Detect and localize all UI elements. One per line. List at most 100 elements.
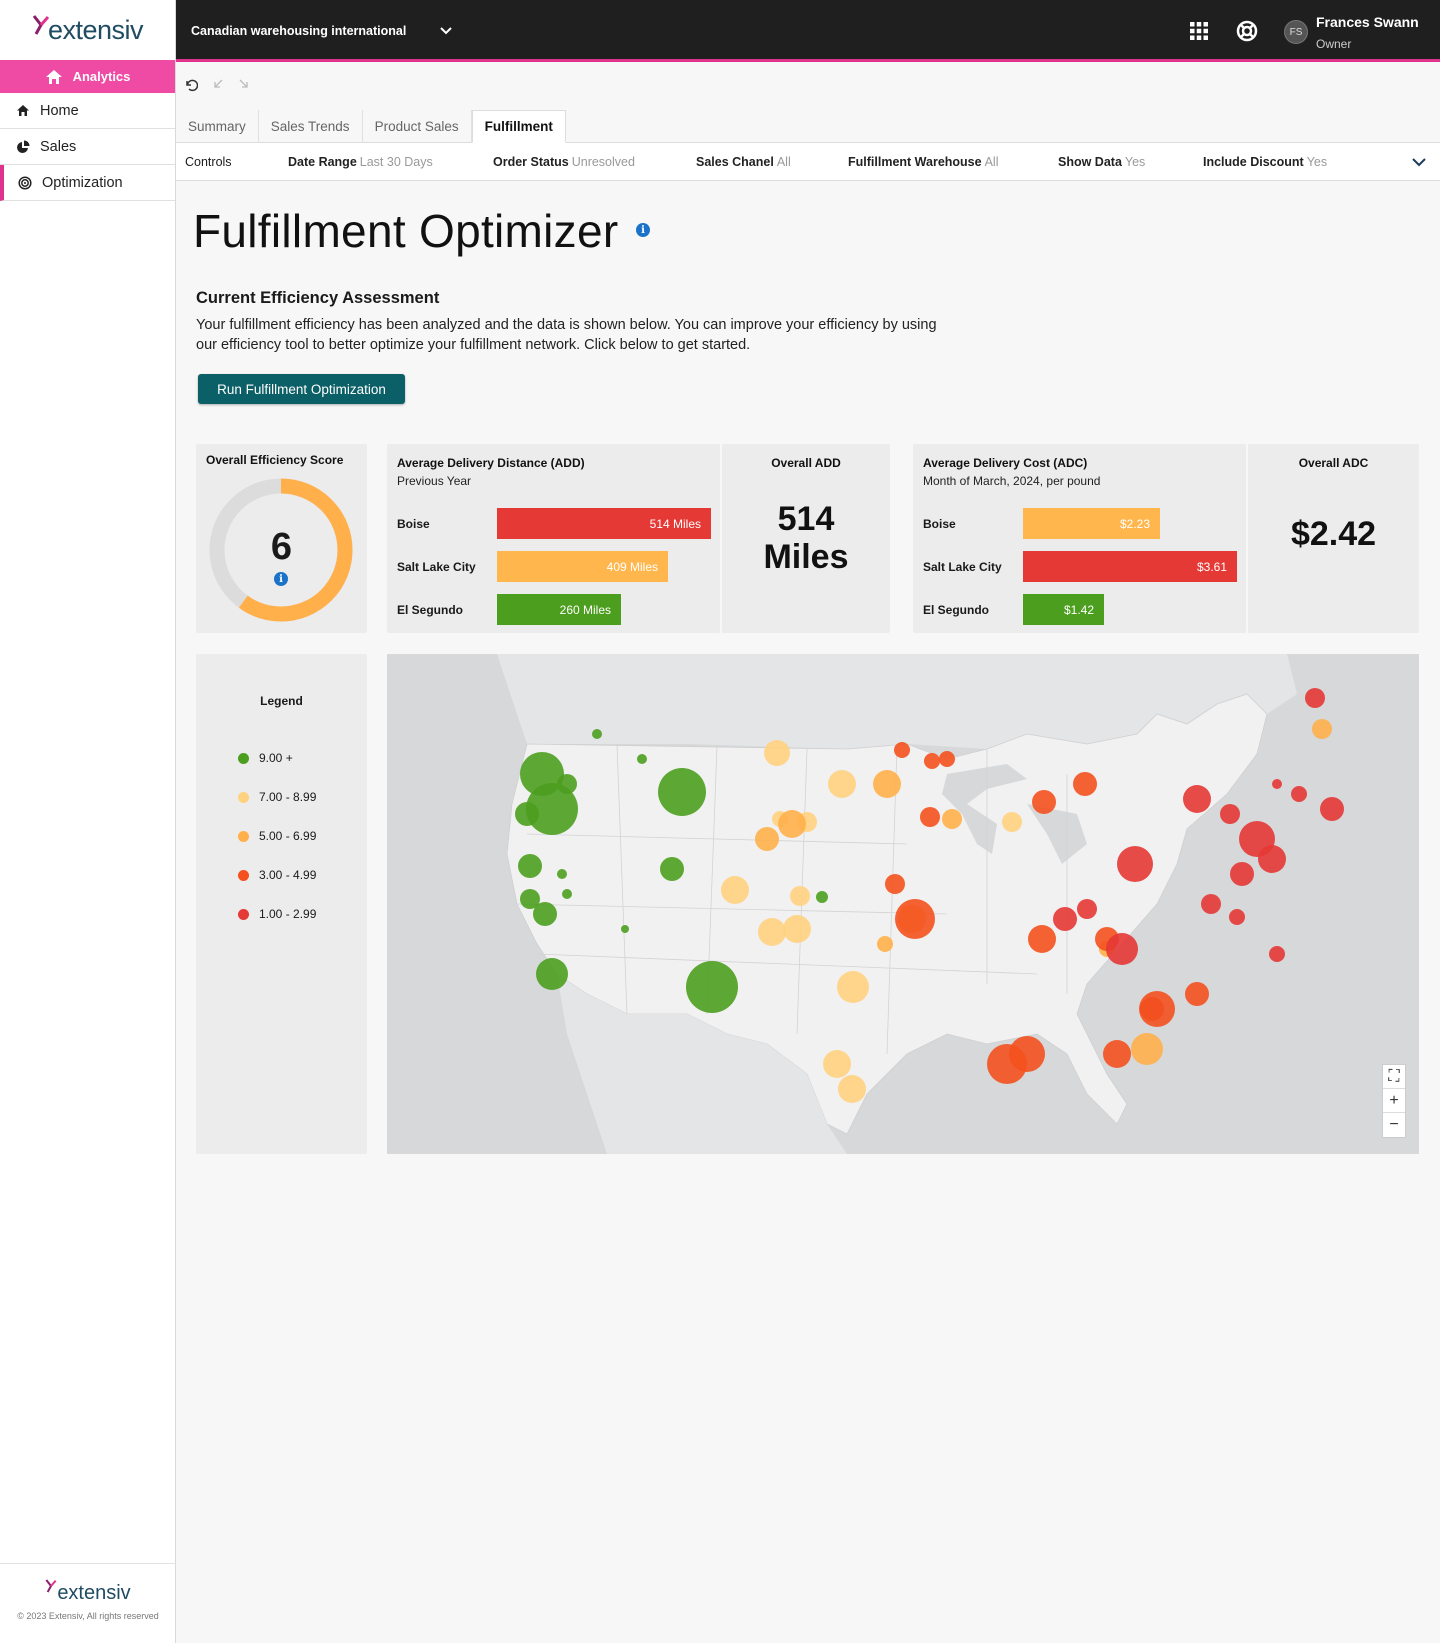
map-bubble[interactable] xyxy=(877,936,893,952)
map-bubble[interactable] xyxy=(518,854,542,878)
tab-summary[interactable]: Summary xyxy=(176,110,259,143)
filter-include-discount[interactable]: Include Discount Yes xyxy=(1203,155,1327,169)
map-bubble[interactable] xyxy=(1106,933,1138,965)
map-bubble[interactable] xyxy=(1239,821,1275,857)
map-bubble[interactable] xyxy=(1305,688,1325,708)
map-bubble[interactable] xyxy=(816,891,828,903)
map-bubble[interactable] xyxy=(838,1075,866,1103)
map-bubble[interactable] xyxy=(533,902,557,926)
apps-grid-icon[interactable] xyxy=(1190,22,1208,40)
tab-product-sales[interactable]: Product Sales xyxy=(363,110,472,143)
zoom-out-button[interactable]: − xyxy=(1389,1116,1399,1133)
map-bubble[interactable] xyxy=(924,753,940,769)
map-bubble[interactable] xyxy=(526,783,578,835)
map-bubble[interactable] xyxy=(1131,1033,1163,1065)
map-bubble[interactable] xyxy=(1220,804,1240,824)
chevron-down-icon[interactable] xyxy=(1411,154,1427,170)
tab-sales-trends[interactable]: Sales Trends xyxy=(259,110,363,143)
map-bubble[interactable] xyxy=(828,770,856,798)
map-bubble[interactable] xyxy=(1291,786,1307,802)
filter-fulfillment-warehouse[interactable]: Fulfillment Warehouse All xyxy=(848,155,998,169)
fulfillment-map[interactable]: ⛶ + − xyxy=(387,654,1419,1154)
map-bubble[interactable] xyxy=(758,918,786,946)
filter-date-range[interactable]: Date Range Last 30 Days xyxy=(288,155,433,169)
sidebar-item-optimization[interactable]: Optimization xyxy=(0,165,175,201)
map-bubble[interactable] xyxy=(837,971,869,1003)
target-icon xyxy=(18,175,32,190)
user-name[interactable]: Frances Swann xyxy=(1316,14,1419,30)
map-bubble[interactable] xyxy=(895,899,935,939)
map-bubble[interactable] xyxy=(637,754,647,764)
map-bubble[interactable] xyxy=(755,827,779,851)
map-bubble[interactable] xyxy=(1230,862,1254,886)
map-bubble[interactable] xyxy=(790,886,810,906)
filter-sales-channel[interactable]: Sales Chanel All xyxy=(696,155,791,169)
map-bubble[interactable] xyxy=(658,768,706,816)
help-lifebuoy-icon[interactable] xyxy=(1236,20,1258,42)
fit-bounds-icon[interactable]: ⛶ xyxy=(1383,1065,1405,1089)
info-icon[interactable]: i xyxy=(274,572,288,586)
filter-show-data[interactable]: Show Data Yes xyxy=(1058,155,1145,169)
chevron-down-icon[interactable] xyxy=(438,22,454,38)
sidebar-item-sales[interactable]: Sales xyxy=(0,129,175,165)
map-bubble[interactable] xyxy=(660,857,684,881)
map-bubble[interactable] xyxy=(1002,812,1022,832)
map-bubble[interactable] xyxy=(942,809,962,829)
filter-order-status[interactable]: Order Status Unresolved xyxy=(493,155,635,169)
org-selector-label[interactable]: Canadian warehousing international xyxy=(191,24,407,38)
map-bubble[interactable] xyxy=(1185,982,1209,1006)
map-bubble[interactable] xyxy=(1032,790,1056,814)
map-bubble[interactable] xyxy=(721,876,749,904)
map-bubble[interactable] xyxy=(1320,797,1344,821)
map-bubble[interactable] xyxy=(823,1050,851,1078)
extensiv-logo[interactable]: extensiv xyxy=(0,0,175,60)
expand-icon[interactable] xyxy=(238,78,250,90)
card-subtitle: Previous Year xyxy=(397,474,472,488)
map-bubble[interactable] xyxy=(1272,779,1282,789)
zoom-in-button[interactable]: + xyxy=(1383,1089,1405,1113)
map-bubble[interactable] xyxy=(894,742,910,758)
run-optimization-button[interactable]: Run Fulfillment Optimization xyxy=(198,374,405,404)
map-bubble[interactable] xyxy=(536,958,568,990)
tab-fulfillment[interactable]: Fulfillment xyxy=(471,110,566,143)
map-bubble[interactable] xyxy=(1077,899,1097,919)
map-bubble[interactable] xyxy=(939,751,955,767)
map-bubble[interactable] xyxy=(520,889,540,909)
card-title: Overall ADC xyxy=(1298,456,1369,470)
map-bubble[interactable] xyxy=(1073,772,1097,796)
bar: $3.61 xyxy=(1023,551,1237,582)
map-bubble[interactable] xyxy=(1312,719,1332,739)
undo-icon[interactable] xyxy=(184,78,198,92)
map-bubble[interactable] xyxy=(621,925,629,933)
map-bubble[interactable] xyxy=(778,810,806,838)
map-bubble[interactable] xyxy=(1117,846,1153,882)
map-bubble[interactable] xyxy=(783,915,811,943)
card-subtitle: Month of March, 2024, per pound xyxy=(923,474,1101,488)
map-bubble[interactable] xyxy=(920,807,940,827)
map-bubble[interactable] xyxy=(515,802,539,826)
map-bubble[interactable] xyxy=(873,770,901,798)
map-bubble[interactable] xyxy=(1103,1040,1131,1068)
sidebar-item-home[interactable]: Home xyxy=(0,93,175,129)
map-bubble[interactable] xyxy=(557,869,567,879)
map-bubble[interactable] xyxy=(1269,946,1285,962)
info-icon[interactable]: i xyxy=(636,223,650,237)
map-bubble[interactable] xyxy=(1183,785,1211,813)
map-bubble[interactable] xyxy=(686,961,738,1013)
sidebar-section-analytics[interactable]: Analytics xyxy=(0,60,175,93)
legend-dot xyxy=(238,791,249,803)
map-bubble[interactable] xyxy=(557,774,577,794)
sidebar-item-label: Sales xyxy=(40,138,77,155)
map-bubble[interactable] xyxy=(1229,909,1245,925)
map-bubble[interactable] xyxy=(987,1044,1027,1084)
map-bubble[interactable] xyxy=(1028,925,1056,953)
map-bubble[interactable] xyxy=(764,740,790,766)
map-bubble[interactable] xyxy=(562,889,572,899)
collapse-icon[interactable] xyxy=(212,78,224,90)
map-bubble[interactable] xyxy=(1053,907,1077,931)
map-bubble[interactable] xyxy=(1201,894,1221,914)
avatar[interactable]: FS xyxy=(1284,20,1308,44)
map-bubble[interactable] xyxy=(885,874,905,894)
map-bubble[interactable] xyxy=(1139,991,1175,1027)
map-bubble[interactable] xyxy=(592,729,602,739)
